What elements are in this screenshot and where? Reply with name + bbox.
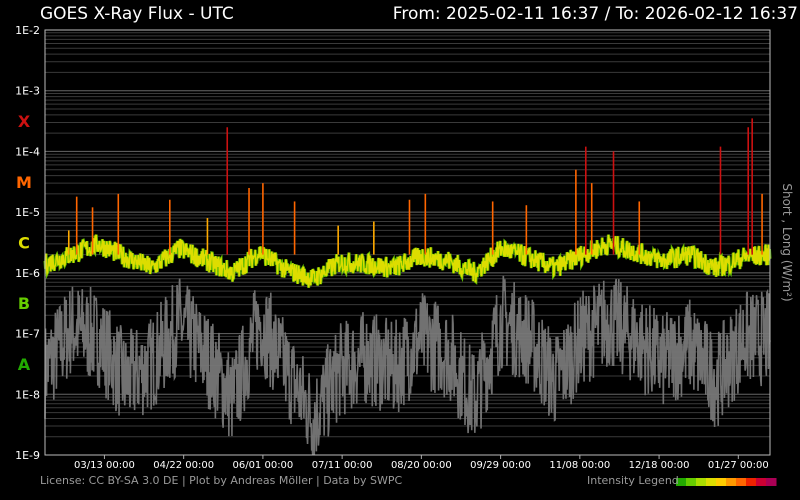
intensity-legend-swatch xyxy=(716,478,727,486)
flare-class-label: B xyxy=(18,294,30,313)
intensity-legend-swatch xyxy=(726,478,737,486)
y-axis-label: Short , Long (W/m²) xyxy=(780,183,794,301)
date-range: From: 2025-02-11 16:37 / To: 2026-02-12 … xyxy=(392,4,798,24)
y-tick-label: 1E-2 xyxy=(15,24,40,37)
y-tick-label: 1E-8 xyxy=(15,388,40,401)
intensity-legend-label: Intensity Legend xyxy=(587,474,679,487)
flare-class-label: M xyxy=(16,173,32,192)
x-tick-label: 04/22 00:00 xyxy=(153,460,214,471)
flare-class-label: X xyxy=(18,112,31,131)
intensity-legend-swatch xyxy=(686,478,697,486)
y-tick-label: 1E-7 xyxy=(15,328,40,341)
x-tick-label: 08/20 00:00 xyxy=(391,460,452,471)
series-short-line xyxy=(44,275,771,456)
flare-class-label: A xyxy=(18,355,31,374)
intensity-legend-swatch xyxy=(756,478,767,486)
x-tick-label: 12/18 00:00 xyxy=(629,460,690,471)
series-long-line xyxy=(44,234,771,288)
x-tick-label: 07/11 00:00 xyxy=(312,460,373,471)
chart-title: GOES X-Ray Flux - UTC xyxy=(40,4,234,24)
intensity-legend-swatch xyxy=(736,478,747,486)
intensity-legend-swatch xyxy=(746,478,757,486)
x-tick-label: 11/08 00:00 xyxy=(549,460,610,471)
y-tick-label: 1E-6 xyxy=(15,267,40,280)
plot-border xyxy=(44,29,771,456)
y-tick-label: 1E-4 xyxy=(15,145,40,158)
license-text: License: CC BY-SA 3.0 DE | Plot by Andre… xyxy=(40,474,403,487)
intensity-legend-swatch xyxy=(706,478,717,486)
x-tick-label: 01/27 00:00 xyxy=(708,460,769,471)
intensity-legend-swatch xyxy=(696,478,707,486)
flare-class-label: C xyxy=(18,234,30,253)
y-tick-label: 1E-9 xyxy=(15,449,40,462)
y-tick-label: 1E-5 xyxy=(15,206,40,219)
y-tick-label: 1E-3 xyxy=(15,85,40,98)
x-tick-label: 03/13 00:00 xyxy=(74,460,135,471)
intensity-legend-swatch xyxy=(676,478,687,486)
x-tick-label: 06/01 00:00 xyxy=(232,460,293,471)
x-tick-label: 09/29 00:00 xyxy=(470,460,531,471)
intensity-legend-swatch xyxy=(766,478,777,486)
